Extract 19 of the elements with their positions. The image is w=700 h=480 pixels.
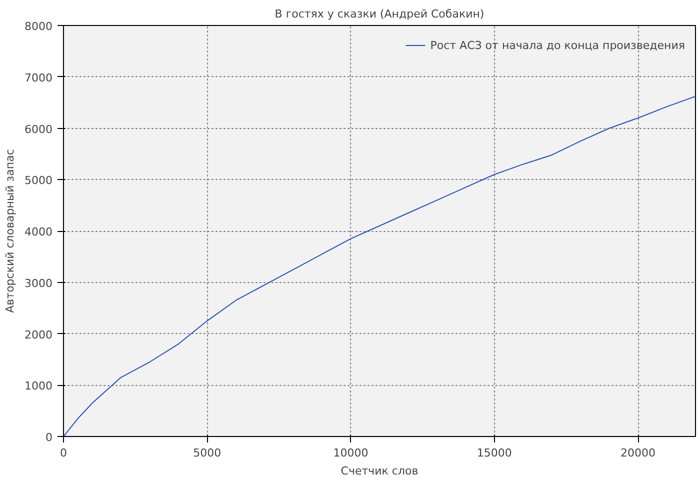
- x-tick-label: 10000: [333, 446, 368, 460]
- y-tick-label: 3000: [24, 276, 53, 290]
- y-axis-title: Авторский словарный запас: [4, 149, 17, 313]
- legend-label: Рост АСЗ от начала до конца произведения: [430, 38, 685, 52]
- y-tick-label: 8000: [24, 20, 53, 33]
- y-tick-label: 5000: [24, 174, 53, 188]
- chart-title: В гостях у сказки (Андрей Собакин): [274, 8, 484, 20]
- line-series: [64, 96, 696, 436]
- y-tick-label: 4000: [24, 226, 53, 238]
- x-tick-label: 0: [60, 446, 67, 460]
- y-tick-label: 0: [46, 431, 52, 444]
- y-tick-label: 1000: [24, 380, 53, 393]
- x-tick-label: 5000: [193, 446, 222, 460]
- x-axis-title: Счетчик слов: [340, 464, 418, 478]
- y-tick-label: 2000: [24, 328, 53, 342]
- x-tick-label: 15000: [476, 446, 512, 460]
- y-tick-label: 7000: [24, 71, 53, 84]
- y-tick-label: 6000: [24, 122, 53, 136]
- x-tick-label: 20000: [620, 446, 656, 460]
